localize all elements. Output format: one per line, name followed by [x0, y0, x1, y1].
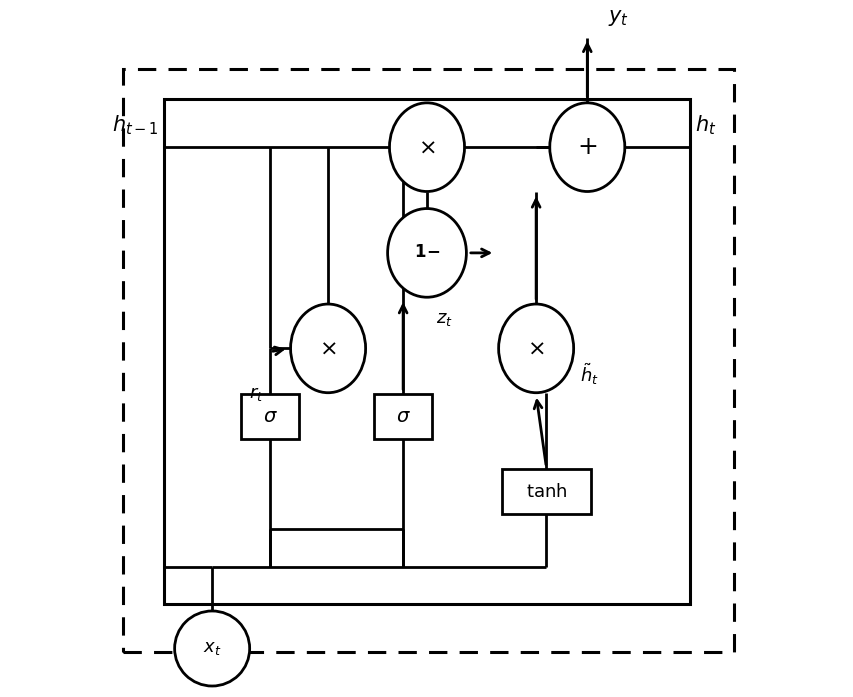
Text: $\sigma$: $\sigma$: [263, 408, 277, 426]
Text: $\times$: $\times$: [526, 337, 544, 360]
Ellipse shape: [387, 208, 466, 297]
Text: $h_{t-1}$: $h_{t-1}$: [112, 114, 159, 137]
Text: $r_t$: $r_t$: [248, 385, 263, 403]
Ellipse shape: [549, 103, 624, 192]
Text: $z_t$: $z_t$: [435, 310, 452, 328]
Text: $\mathbf{1\!-}$: $\mathbf{1\!-}$: [414, 245, 439, 261]
Bar: [502, 470, 590, 514]
Ellipse shape: [290, 304, 365, 392]
Text: $\mathrm{tanh}$: $\mathrm{tanh}$: [525, 482, 566, 500]
Ellipse shape: [389, 103, 464, 192]
Text: $h_t$: $h_t$: [694, 114, 716, 137]
Text: $y_t$: $y_t$: [607, 8, 628, 28]
Ellipse shape: [498, 304, 573, 392]
Text: $x_t$: $x_t$: [203, 640, 221, 657]
Bar: [241, 395, 299, 438]
Text: $\sigma$: $\sigma$: [395, 408, 410, 426]
Text: $\times$: $\times$: [319, 337, 336, 360]
Text: $+$: $+$: [577, 136, 597, 159]
Bar: [165, 100, 688, 604]
Text: $\times$: $\times$: [418, 136, 435, 158]
Bar: [124, 69, 733, 652]
Ellipse shape: [174, 611, 249, 686]
Text: $\tilde{h}_t$: $\tilde{h}_t$: [580, 362, 599, 388]
Bar: [374, 395, 432, 438]
